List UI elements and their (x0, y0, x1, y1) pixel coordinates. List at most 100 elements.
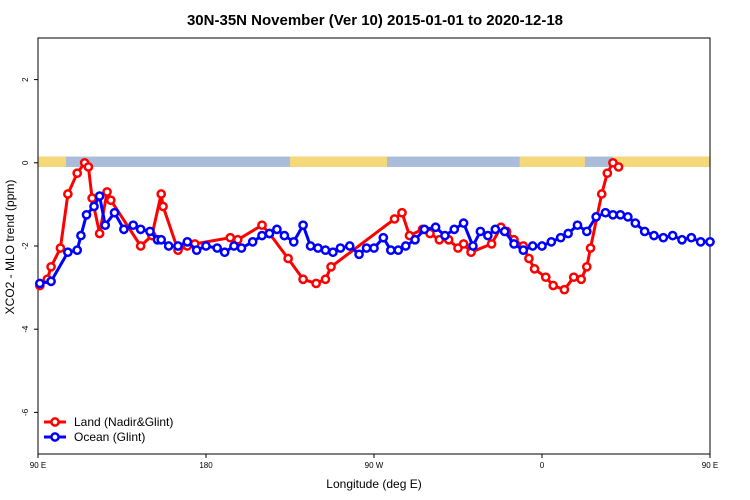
x-tick-label: 0 (540, 461, 545, 470)
data-point (354, 249, 364, 260)
data-point (576, 274, 587, 285)
data-point (490, 224, 501, 235)
legend-swatch-marker (50, 417, 60, 427)
data-point (344, 241, 355, 251)
data-point (135, 224, 146, 235)
y-tick-label: 2 (21, 77, 30, 82)
data-point (361, 243, 372, 253)
data-point (94, 228, 105, 239)
data-point (212, 243, 223, 253)
data-point (499, 226, 510, 237)
y-axis: 2 0 -2 -4 -6 (21, 77, 38, 416)
data-point (145, 226, 155, 237)
data-point (623, 212, 633, 222)
legend-swatch-marker (50, 432, 60, 442)
data-point (173, 241, 183, 251)
x-tick-label: 90 W (365, 461, 384, 470)
data-point (378, 232, 389, 243)
data-point (419, 224, 430, 235)
data-point (369, 243, 379, 253)
legend-label: Ocean (Glint) (74, 430, 145, 444)
data-point (72, 245, 83, 256)
data-point (548, 280, 559, 291)
data-point (311, 278, 321, 289)
chart-title: 30N-35N November (Ver 10) 2015-01-01 to … (187, 12, 563, 29)
data-point (163, 241, 174, 251)
data-point (264, 228, 275, 239)
data-point (328, 247, 338, 258)
legend: Land (Nadir&Glint)Ocean (Glint) (44, 415, 173, 444)
data-point (298, 274, 308, 285)
data-point (568, 272, 579, 283)
data-point (72, 168, 83, 179)
land-band-segment (38, 156, 66, 167)
data-point (100, 220, 111, 231)
x-tick-label: 90 E (30, 461, 46, 470)
data-point (677, 234, 687, 245)
data-point (602, 168, 613, 179)
data-point (156, 189, 167, 199)
data-point (546, 236, 557, 247)
data-point (55, 243, 66, 253)
data-point (563, 228, 573, 239)
data-point (135, 241, 146, 251)
land-band-segment (612, 156, 710, 167)
data-point (695, 236, 706, 247)
data-point (158, 201, 168, 212)
data-point (540, 272, 551, 283)
data-point (686, 232, 697, 243)
x-tick-label: 180 (199, 461, 213, 470)
y-tick-label: 0 (21, 160, 30, 165)
data-point (109, 207, 120, 218)
y-tick-label: -6 (21, 408, 30, 416)
data-point (182, 236, 193, 247)
data-point (225, 232, 236, 243)
data-point (76, 230, 86, 241)
land-band-segment (290, 156, 388, 167)
data-point (320, 245, 331, 256)
data-point (83, 162, 94, 172)
data-point (305, 241, 316, 251)
legend-label: Land (Nadir&Glint) (74, 415, 173, 429)
data-point (518, 245, 529, 256)
data-point (119, 224, 129, 235)
data-point (475, 226, 486, 237)
data-point (483, 230, 493, 241)
data-point (128, 220, 139, 231)
legend-item: Land (Nadir&Glint) (44, 415, 173, 429)
data-point (257, 220, 267, 231)
data-point (615, 209, 626, 220)
data-point (279, 230, 290, 241)
data-point (236, 243, 247, 253)
series-ocean (35, 191, 715, 289)
data-point (219, 247, 230, 258)
data-point (559, 284, 570, 295)
data-point (81, 209, 92, 220)
data-point (257, 230, 267, 241)
data-point (705, 236, 715, 247)
data-point (524, 253, 534, 264)
data-point (667, 230, 678, 241)
data-point (229, 241, 239, 251)
y-tick-label: -4 (21, 325, 30, 333)
data-point (102, 187, 112, 197)
data-point (63, 247, 73, 258)
data-point (468, 241, 478, 251)
data-point (247, 236, 258, 247)
data-point (572, 220, 583, 231)
x-axis: 90 E 180 90 W 0 90 E (30, 454, 718, 470)
surface-band (38, 156, 710, 167)
data-point (35, 278, 45, 289)
data-point (581, 261, 592, 272)
data-point (608, 209, 618, 220)
data-point (658, 232, 669, 243)
data-point (555, 232, 566, 243)
series-layer (35, 157, 715, 295)
legend-item: Ocean (Glint) (44, 430, 145, 444)
data-point (389, 214, 400, 224)
data-point (393, 245, 404, 256)
x-tick-label: 90 E (702, 461, 718, 470)
data-point (649, 230, 659, 241)
data-point (320, 274, 331, 285)
